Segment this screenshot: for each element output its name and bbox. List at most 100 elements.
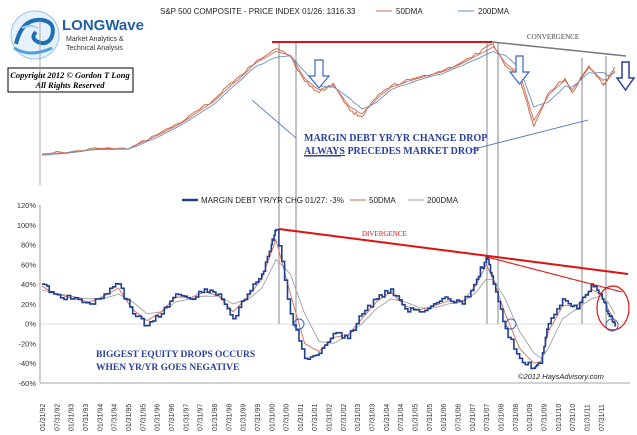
x-tick-label: 01/31/94	[97, 404, 104, 431]
margin-debt-line	[42, 228, 616, 370]
bottom-legend: MARGIN DEBT YR/YR CHG 01/27: -3% 50DMA 2…	[182, 196, 459, 205]
x-tick-label: 01/31/98	[212, 404, 219, 431]
y-tick-label: -60%	[18, 379, 36, 388]
logo-name: LONGWave	[62, 17, 144, 34]
bottom-series-group	[41, 228, 616, 370]
margin-debt-200dma-line	[41, 258, 616, 359]
copyright-line-1: Copyright 2012 © Gordon T Long	[10, 70, 130, 80]
x-tick-label: 07/31/04	[398, 404, 405, 431]
sp500-price-line	[41, 43, 616, 156]
x-tick-label: 07/31/92	[54, 404, 61, 431]
x-tick-labels: 01/31/92 07/31/92 01/31/93 07/31/93 01/31/94…	[40, 404, 606, 431]
x-tick-label: 01/31/08	[499, 404, 506, 431]
x-tick-label: 01/31/96	[155, 404, 162, 431]
bottom-legend-main: MARGIN DEBT YR/YR CHG 01/27: -3%	[201, 196, 344, 205]
highlight-ellipse	[596, 285, 630, 331]
x-tick-label: 01/31/97	[183, 404, 190, 431]
convergence-label: CONVERGENCE	[527, 33, 579, 41]
top-legend-200dma: 200DMA	[478, 7, 510, 16]
x-tick-label: 07/31/01	[312, 404, 319, 431]
pointer-line	[251, 99, 297, 139]
x-tick-label: 07/31/03	[370, 404, 377, 431]
copyright-box: Copyright 2012 © Gordon T Long All Right…	[7, 67, 134, 93]
logo: LONGWave Market Analytics & Technical An…	[10, 10, 144, 60]
x-tick-label: 01/31/03	[355, 404, 362, 431]
watermark: ©2012 HaysAdvisory.com	[518, 372, 604, 381]
wave-logo-icon	[10, 10, 60, 60]
vertical-markers	[278, 42, 607, 324]
x-tick-label: 07/31/00	[284, 404, 291, 431]
x-tick-label: 01/31/01	[298, 404, 305, 431]
x-tick-label: 07/31/08	[513, 404, 520, 431]
zero-cross-circle	[605, 318, 619, 332]
divergence-line	[278, 228, 629, 275]
y-tick-label: 60%	[21, 260, 36, 269]
zero-cross-circle	[293, 318, 305, 330]
margin-annotation-line-2: ALWAYS PRECEDES MARKET DROP	[304, 146, 479, 157]
pointer-line	[469, 119, 589, 151]
x-tick-label: 07/31/94	[112, 404, 119, 431]
biggest-drops-line-2: WHEN YR/YR GOES NEGATIVE	[96, 363, 239, 373]
top-legend: S&P 500 COMPOSITE - PRICE INDEX 01/26: 1…	[160, 7, 510, 16]
y-tick-label: 0%	[25, 320, 36, 329]
y-tick-label: 100%	[17, 221, 37, 230]
always-word: ALWAYS	[304, 146, 345, 157]
x-tick-label: 07/31/95	[140, 404, 147, 431]
x-tick-label: 07/31/96	[169, 404, 176, 431]
x-tick-label: 07/31/09	[542, 404, 549, 431]
logo-tagline-2: Technical Analysis	[66, 45, 123, 52]
x-tick-label: 07/31/97	[198, 404, 205, 431]
convergence-line	[491, 41, 627, 57]
top-series-group	[41, 43, 616, 156]
x-tick-label: 07/31/11	[599, 404, 606, 431]
bottom-legend-200dma: 200DMA	[427, 196, 459, 205]
y-tick-label: 20%	[21, 300, 36, 309]
biggest-drops-annotation: BIGGEST EQUITY DROPS OCCURS WHEN YR/YR G…	[96, 350, 255, 373]
y-tick-label: 40%	[21, 280, 36, 289]
y-tick-label: 120%	[17, 201, 37, 210]
y-tick-labels: 120% 100% 80% 60% 40% 20% 0% -20% -40% -60%	[17, 201, 37, 388]
y-tick-label: -20%	[18, 339, 36, 348]
divergence-label: DIVERGENCE	[362, 230, 407, 238]
down-arrow-icon	[307, 59, 331, 89]
x-tick-label: 01/31/04	[384, 404, 391, 431]
x-tick-label: 01/31/93	[69, 404, 76, 431]
margin-annotation-rest: PRECEDES MARKET DROP	[345, 146, 479, 157]
x-tick-label: 01/31/92	[40, 404, 47, 431]
y-tick-label: -40%	[18, 359, 36, 368]
x-tick-label: 01/31/06	[441, 404, 448, 431]
top-legend-50dma: 50DMA	[396, 7, 423, 16]
x-tick-label: 01/31/02	[327, 404, 334, 431]
x-tick-label: 07/31/99	[255, 404, 262, 431]
x-tick-label: 01/31/07	[470, 404, 477, 431]
down-arrow-icon	[615, 61, 636, 92]
divergence-line-secondary	[486, 256, 623, 293]
sp500-50dma-line	[41, 46, 616, 155]
x-tick-label: 07/31/10	[570, 404, 577, 431]
x-tick-label: 01/31/05	[413, 404, 420, 431]
margin-debt-50dma-line	[41, 238, 616, 364]
y-tick-label: 80%	[21, 241, 36, 250]
biggest-drops-line-1: BIGGEST EQUITY DROPS OCCURS	[96, 350, 255, 360]
margin-annotation-line-1: MARGIN DEBT YR/YR CHANGE DROP	[304, 133, 487, 144]
copyright-line-2: All Rights Reserved	[35, 80, 106, 90]
x-tick-label: 01/31/99	[241, 404, 248, 431]
x-tick-label: 01/31/10	[556, 404, 563, 431]
x-tick-label: 07/31/07	[484, 404, 491, 431]
x-tick-label: 07/31/05	[427, 404, 434, 431]
x-tick-label: 01/31/95	[126, 404, 133, 431]
down-arrow-icon	[508, 55, 531, 85]
logo-tagline-1: Market Analytics &	[66, 36, 124, 43]
zero-cross-circle	[505, 318, 517, 330]
bottom-legend-50dma: 50DMA	[369, 196, 396, 205]
x-tick-label: 07/31/93	[83, 404, 90, 431]
x-tick-label: 07/31/02	[341, 404, 348, 431]
sp500-200dma-line	[41, 51, 616, 156]
x-tick-label: 07/31/98	[226, 404, 233, 431]
x-tick-label: 01/31/00	[269, 404, 276, 431]
x-tick-label: 07/31/06	[456, 404, 463, 431]
x-tick-label: 01/31/09	[527, 404, 534, 431]
x-tick-label: 01/31/11	[585, 404, 592, 431]
top-legend-main: S&P 500 COMPOSITE - PRICE INDEX 01/26: 1…	[160, 7, 356, 16]
